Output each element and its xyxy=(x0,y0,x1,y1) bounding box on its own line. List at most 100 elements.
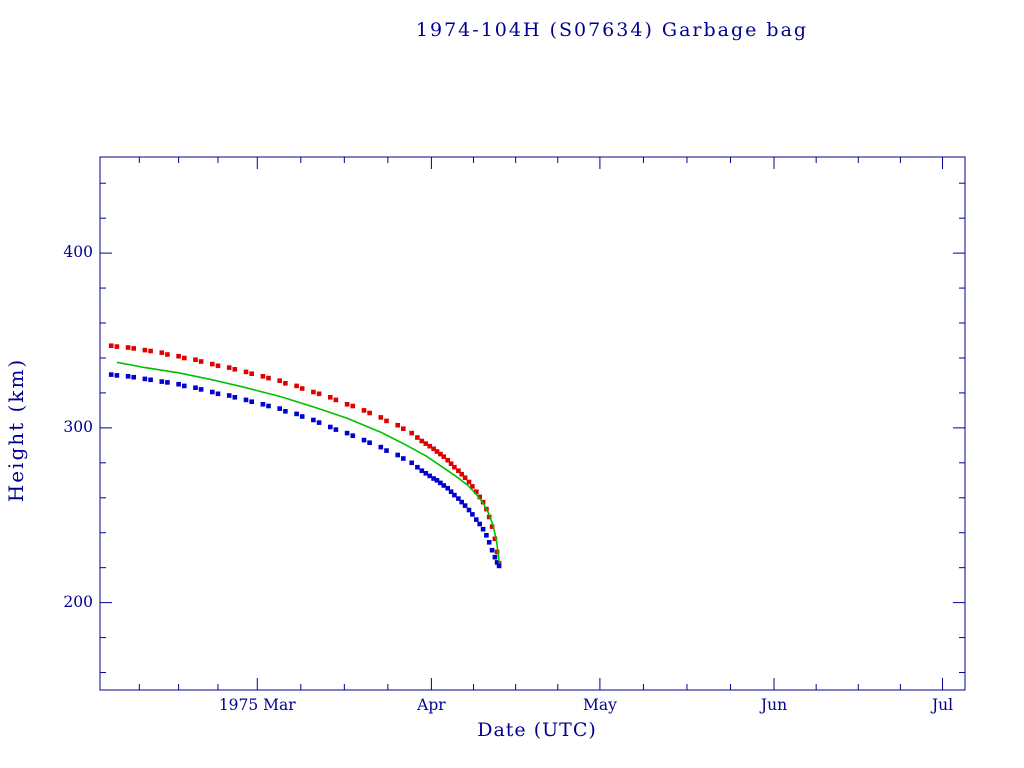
x-axis-label: Date (UTC) xyxy=(477,719,597,741)
fit-line xyxy=(116,361,501,564)
x-tick-label-jun: Jun xyxy=(760,696,788,714)
apogee-point xyxy=(182,355,187,361)
perigee-point xyxy=(215,391,221,397)
perigee-point xyxy=(484,533,489,538)
apogee-point xyxy=(409,430,414,436)
perigee-point xyxy=(456,496,461,501)
perigee-point xyxy=(226,393,232,398)
apogee-point xyxy=(193,357,198,362)
perigee-point xyxy=(438,480,443,486)
apogee-point xyxy=(350,403,356,409)
perigee-point xyxy=(494,560,500,565)
apogee-point xyxy=(494,549,500,555)
apogee-point xyxy=(401,426,406,431)
apogee-point xyxy=(477,494,482,500)
apogee-point xyxy=(361,408,367,413)
perigee-point xyxy=(361,437,367,443)
apogee-point xyxy=(294,383,299,389)
apogee-point xyxy=(215,363,221,369)
apogee-point xyxy=(148,348,153,354)
apogee-point xyxy=(466,479,472,485)
perigee-point xyxy=(415,464,420,470)
perigee-point xyxy=(427,473,432,479)
perigee-point xyxy=(165,380,170,385)
perigee-point xyxy=(125,374,131,379)
perigee-point xyxy=(350,433,356,438)
apogee-point xyxy=(419,438,425,444)
perigee-point xyxy=(367,440,372,445)
perigee-point xyxy=(131,374,136,380)
perigee-point xyxy=(423,471,429,476)
apogee-point xyxy=(316,391,322,397)
perigee-point xyxy=(492,554,498,560)
apogee-point xyxy=(462,475,468,480)
apogee-point xyxy=(448,461,454,466)
apogee-point xyxy=(434,449,440,454)
perigee-point xyxy=(182,383,187,389)
perigee-point xyxy=(311,417,316,423)
apogee-point xyxy=(441,454,447,459)
apogee-point xyxy=(283,381,288,386)
apogee-point xyxy=(328,395,333,400)
apogee-point xyxy=(333,397,339,403)
apogee-point xyxy=(176,353,181,359)
y-tick-label-200: 200 xyxy=(63,592,93,611)
perigee-point xyxy=(419,468,425,473)
apogee-point xyxy=(114,344,120,349)
perigee-point xyxy=(249,399,254,404)
perigee-point xyxy=(431,476,436,481)
apogee-point xyxy=(232,367,238,372)
apogee-point xyxy=(125,345,131,350)
perigee-point xyxy=(445,485,450,491)
apogee-point xyxy=(266,375,271,381)
perigee-point xyxy=(384,448,389,453)
perigee-point xyxy=(474,517,479,522)
perigee-point xyxy=(452,492,457,498)
apogee-point xyxy=(243,369,249,375)
perigee-point xyxy=(283,409,288,414)
perigee-point xyxy=(477,521,482,527)
perigee-point xyxy=(142,376,148,382)
apogee-point xyxy=(456,468,461,473)
perigee-point xyxy=(462,503,468,508)
plot-border xyxy=(99,156,966,691)
apogee-point xyxy=(470,484,475,489)
perigee-point xyxy=(480,526,486,532)
apogee-point xyxy=(415,435,420,440)
perigee-point xyxy=(344,430,350,436)
perigee-point xyxy=(448,489,454,494)
apogee-point xyxy=(431,446,436,452)
apogee-point xyxy=(311,389,316,395)
perigee-point xyxy=(108,372,114,377)
perigee-point xyxy=(489,547,495,553)
perigee-point xyxy=(395,452,400,458)
perigee-point xyxy=(260,402,266,407)
apogee-point xyxy=(423,441,429,446)
apogee-point xyxy=(474,489,479,494)
perigee-point xyxy=(328,424,333,430)
x-tick-label-apr: Apr xyxy=(417,696,446,714)
apogee-point xyxy=(108,343,114,348)
chart-title: 1974-104H (S07634) Garbage bag xyxy=(415,19,809,41)
apogee-point xyxy=(384,418,389,424)
perigee-point xyxy=(459,499,464,505)
perigee-point xyxy=(232,395,238,400)
perigee-point xyxy=(277,406,282,411)
perigee-point xyxy=(378,444,384,450)
perigee-point xyxy=(266,403,271,409)
perigee-point xyxy=(401,456,406,461)
apogee-point xyxy=(459,471,464,477)
perigee-point xyxy=(470,512,475,517)
perigee-point xyxy=(441,483,447,488)
apogee-point xyxy=(226,365,232,370)
apogee-point xyxy=(395,422,400,428)
perigee-point xyxy=(434,478,440,483)
apogee-point xyxy=(131,346,136,351)
perigee-point xyxy=(294,411,299,417)
apogee-point xyxy=(142,347,148,353)
apogee-point xyxy=(198,359,204,364)
perigee-point xyxy=(466,507,472,513)
apogee-point xyxy=(489,524,495,529)
perigee-point xyxy=(193,385,198,390)
